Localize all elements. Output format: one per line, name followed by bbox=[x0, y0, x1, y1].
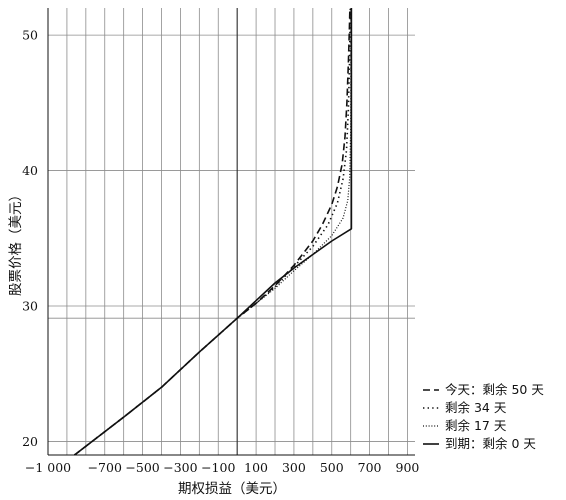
x-tick-label: 900 bbox=[396, 460, 420, 475]
x-axis-title: 期权损益（美元） bbox=[178, 480, 286, 497]
x-tick-label: 500 bbox=[320, 460, 344, 475]
series-line-1 bbox=[74, 7, 351, 456]
legend-label: 到期：剩余 0 天 bbox=[445, 436, 536, 451]
series-line-3 bbox=[74, 7, 352, 456]
y-tick-labels: 20 30 40 50 bbox=[22, 28, 38, 449]
legend: 今天：剩余 50 天剩余 34 天剩余 17 天到期：剩余 0 天 bbox=[423, 382, 544, 451]
x-tick-label: −1 000 bbox=[25, 460, 71, 475]
legend-label: 剩余 34 天 bbox=[445, 400, 507, 415]
x-tick-label: −500 bbox=[125, 460, 159, 475]
y-tick-label: 20 bbox=[22, 434, 38, 449]
reference-lines bbox=[48, 8, 415, 455]
series-layer bbox=[74, 7, 353, 456]
y-tick-label: 40 bbox=[22, 163, 38, 178]
y-axis-title: 股票价格（美元） bbox=[8, 188, 24, 296]
x-tick-label: −700 bbox=[88, 460, 122, 475]
x-tick-label: 300 bbox=[282, 460, 306, 475]
x-tick-label: −100 bbox=[201, 460, 235, 475]
y-tick-label: 50 bbox=[22, 28, 38, 43]
axes bbox=[47, 8, 415, 456]
x-tick-label: 100 bbox=[244, 460, 268, 475]
x-tick-labels: −1 000 −700 −500 −300 −100 100 300 500 700 900 bbox=[25, 460, 420, 475]
x-tick-label: −300 bbox=[163, 460, 197, 475]
legend-label: 剩余 17 天 bbox=[445, 418, 507, 433]
grid bbox=[47, 8, 415, 455]
legend-label: 今天：剩余 50 天 bbox=[445, 382, 544, 397]
y-tick-label: 30 bbox=[22, 299, 38, 314]
series-line-2 bbox=[74, 7, 352, 456]
x-tick-label: 700 bbox=[358, 460, 382, 475]
series-line-4 bbox=[74, 8, 353, 456]
